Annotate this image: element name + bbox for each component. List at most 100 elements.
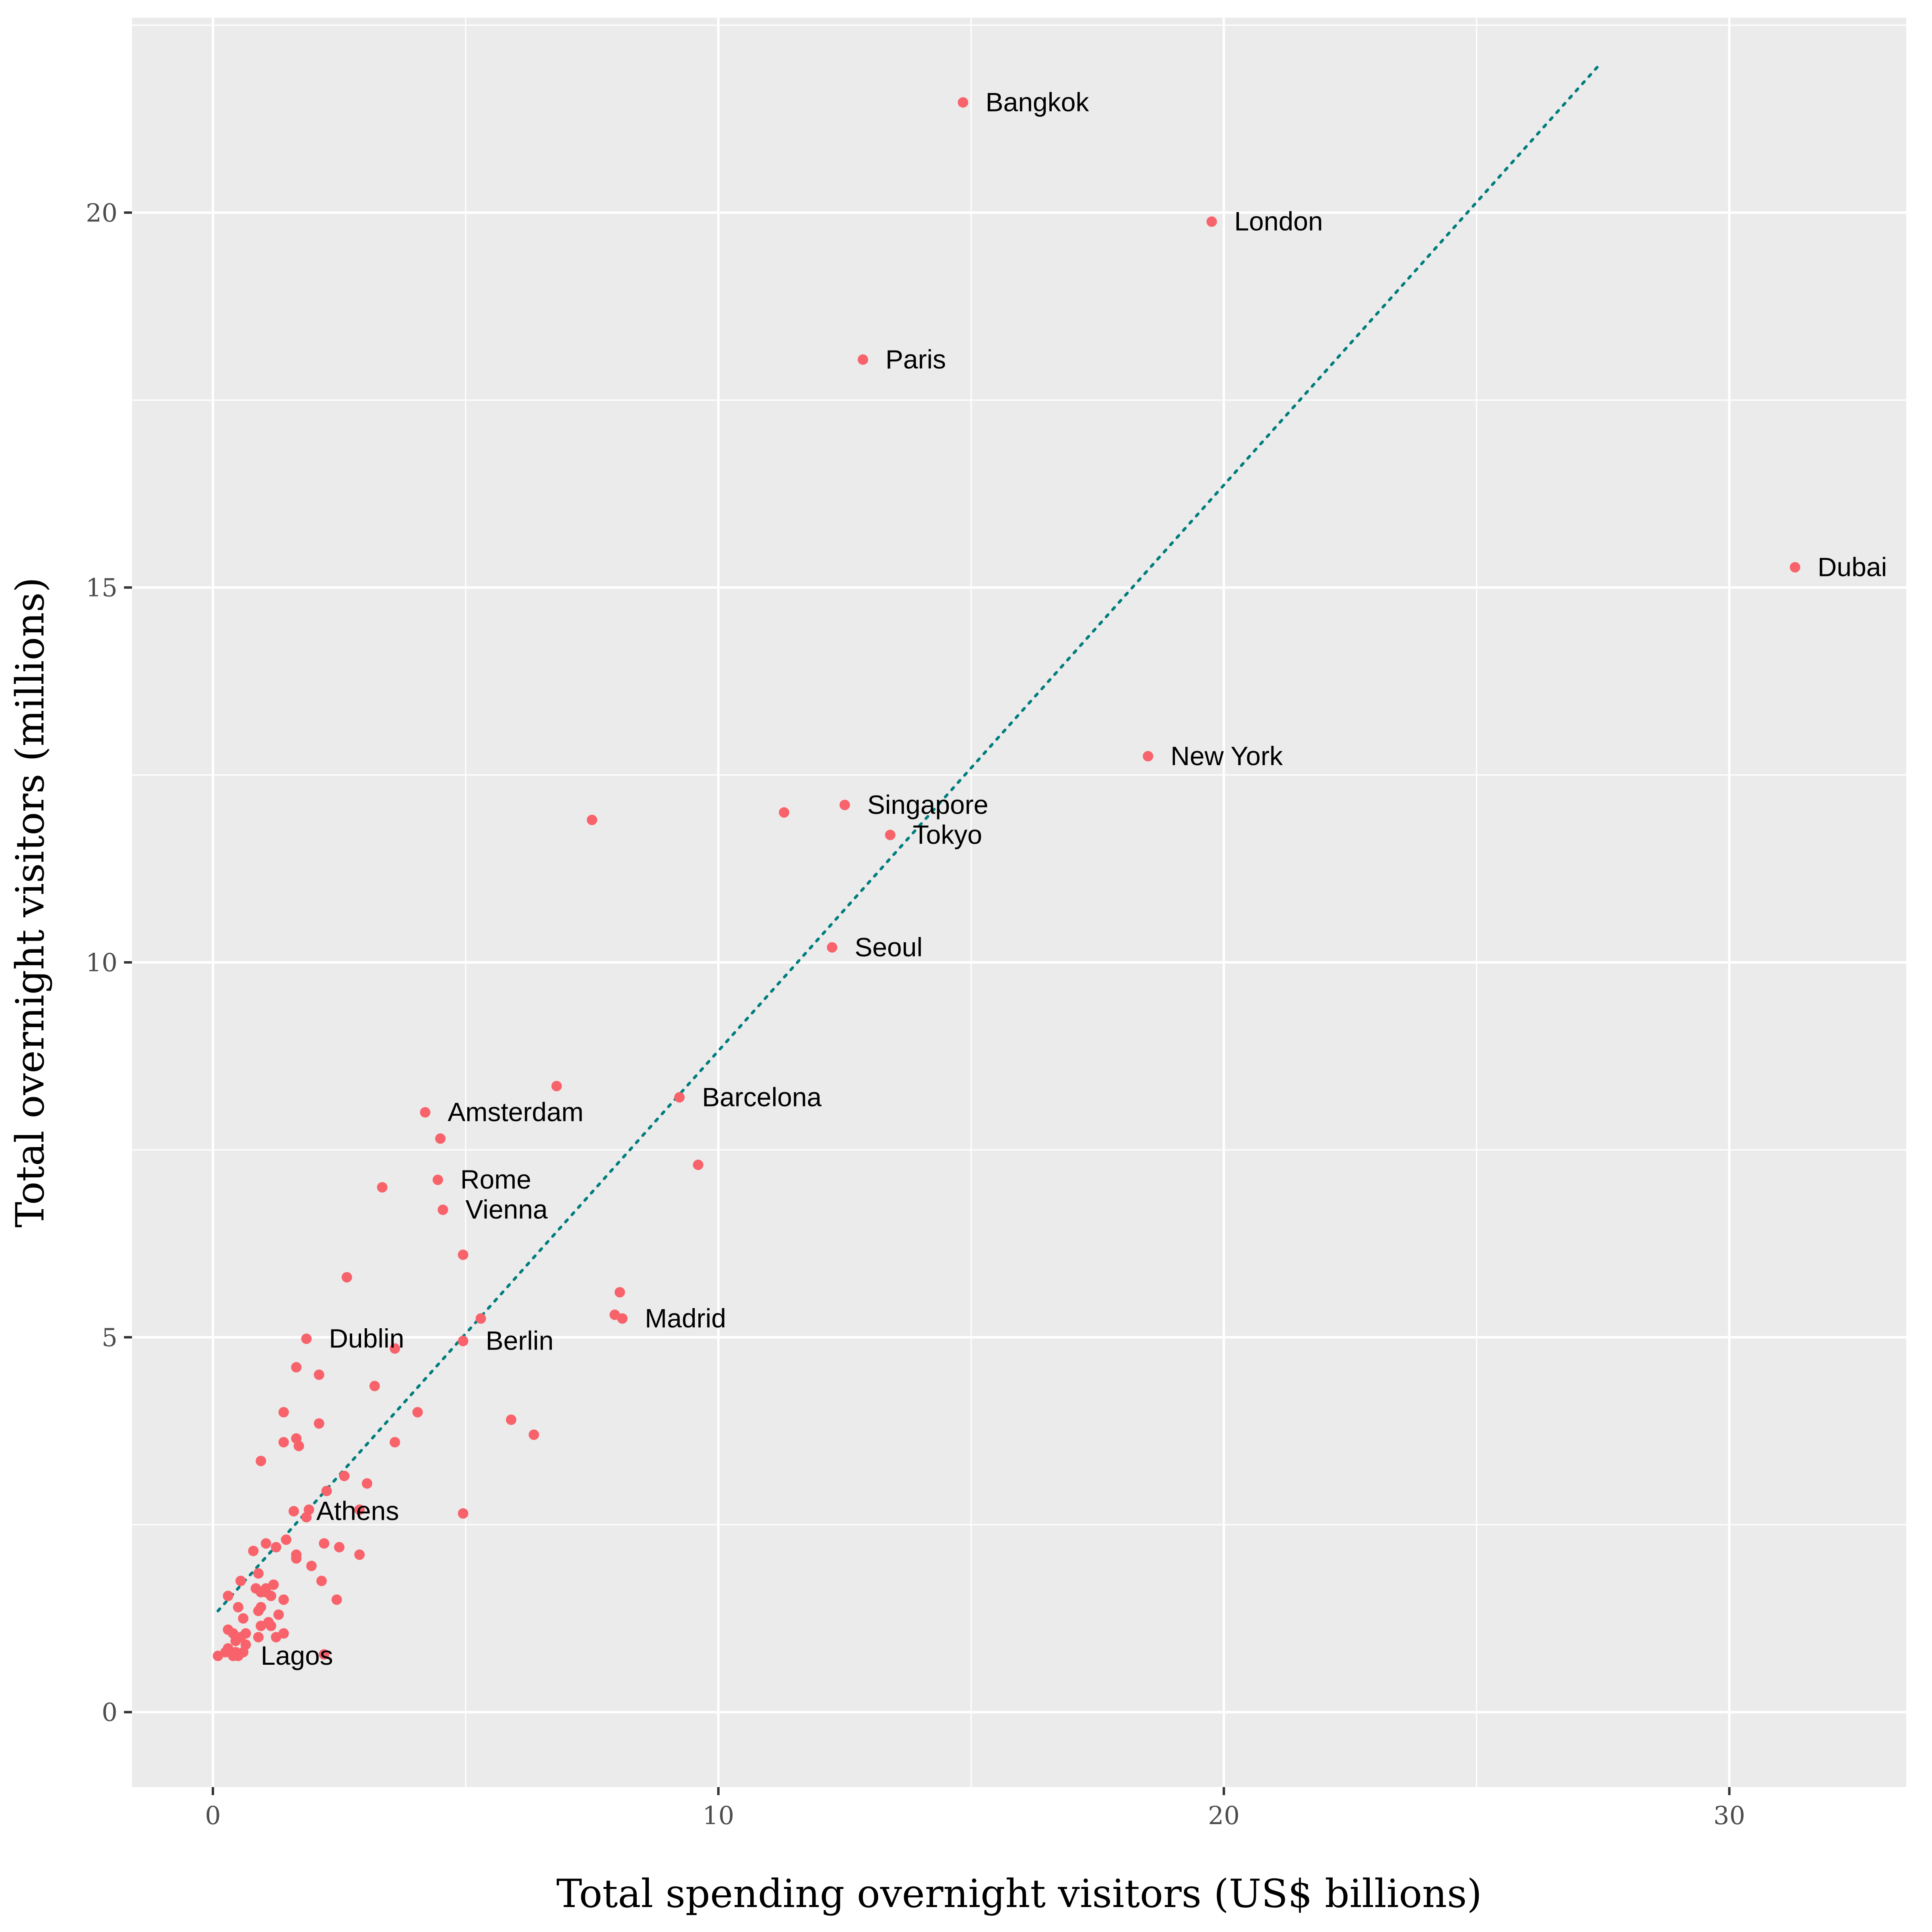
y-tick-label: 20 (86, 198, 118, 227)
data-point (693, 1159, 704, 1170)
data-point (506, 1414, 516, 1425)
data-point (235, 1575, 246, 1586)
data-point (238, 1613, 249, 1624)
data-point (779, 807, 790, 818)
data-point (885, 830, 896, 840)
point-label: London (1234, 206, 1323, 236)
data-point (412, 1407, 423, 1418)
data-point (390, 1437, 400, 1448)
data-point (458, 1249, 469, 1260)
point-label: Dublin (329, 1323, 404, 1353)
x-axis-title: Total spending overnight visitors (US$ b… (556, 1871, 1482, 1916)
data-point (278, 1594, 289, 1605)
point-label: Lagos (261, 1641, 333, 1670)
data-point (319, 1538, 330, 1549)
axis-ticks: 0 10 20 30 0 5 10 15 20 (86, 198, 1745, 1830)
data-point (291, 1362, 302, 1373)
trend-line (216, 65, 1600, 1612)
data-point (319, 1649, 330, 1660)
data-point (213, 1651, 223, 1662)
x-tick-label: 0 (205, 1801, 221, 1830)
data-point (270, 1632, 281, 1643)
data-point (256, 1455, 266, 1466)
data-point (253, 1568, 264, 1579)
y-tick-label: 10 (86, 948, 118, 977)
data-point (390, 1343, 400, 1354)
data-point (354, 1504, 365, 1515)
data-point (341, 1272, 352, 1283)
data-point (432, 1174, 443, 1185)
data-point (233, 1651, 244, 1662)
data-point (278, 1407, 289, 1418)
data-point (278, 1437, 289, 1448)
data-point (253, 1606, 264, 1616)
data-point (458, 1335, 469, 1346)
data-point (260, 1538, 271, 1549)
point-label: Paris (886, 344, 946, 374)
plot-panel (132, 18, 1906, 1787)
data-point (253, 1632, 264, 1643)
data-point (233, 1602, 244, 1612)
data-point (361, 1478, 372, 1489)
data-point (1790, 562, 1800, 573)
point-label: Berlin (486, 1326, 554, 1356)
data-point (475, 1313, 486, 1324)
point-label: Tokyo (913, 819, 982, 849)
data-point (435, 1133, 446, 1144)
data-point (551, 1081, 562, 1092)
data-point (674, 1092, 685, 1103)
data-point (270, 1542, 281, 1552)
data-point (314, 1369, 324, 1380)
data-point (266, 1591, 277, 1602)
y-axis-title: Total overnight visitors (millions) (8, 577, 53, 1228)
data-point (293, 1441, 304, 1451)
data-point (314, 1418, 324, 1429)
data-point (288, 1506, 299, 1517)
data-point (958, 97, 968, 108)
x-tick-label: 10 (702, 1801, 734, 1830)
data-point (301, 1333, 312, 1344)
data-point (1206, 216, 1217, 227)
data-point (273, 1609, 284, 1620)
data-point (230, 1635, 241, 1646)
point-label: Amsterdam (448, 1097, 583, 1127)
point-labels: Bangkok London Paris Dubai New York Singapore… (261, 87, 1887, 1670)
point-label: Athens (316, 1496, 399, 1526)
data-point (1143, 751, 1154, 762)
data-point (617, 1313, 628, 1324)
data-point (266, 1620, 277, 1631)
point-label: Rome (460, 1164, 531, 1194)
data-point (458, 1508, 469, 1519)
point-label: New York (1170, 741, 1283, 771)
data-point (354, 1549, 365, 1560)
trend-line-group (216, 65, 1600, 1612)
data-point (306, 1560, 317, 1571)
point-label: Barcelona (702, 1082, 822, 1112)
data-point (316, 1575, 327, 1586)
data-point (369, 1381, 380, 1391)
data-point (339, 1470, 350, 1481)
grid-lines (132, 18, 1906, 1787)
data-point (256, 1620, 266, 1631)
data-point (223, 1591, 233, 1602)
point-label: Bangkok (986, 87, 1090, 117)
data-point (334, 1542, 345, 1552)
data-point (331, 1594, 342, 1605)
point-label: Vienna (465, 1195, 548, 1224)
x-tick-label: 30 (1713, 1801, 1745, 1830)
data-point (827, 942, 838, 953)
y-tick-label: 5 (102, 1323, 118, 1352)
data-point (301, 1512, 312, 1523)
y-tick-label: 0 (102, 1698, 118, 1727)
data-point (281, 1534, 292, 1545)
data-point (614, 1287, 625, 1298)
point-label: Singapore (867, 790, 989, 819)
data-point (857, 354, 868, 365)
data-point (586, 815, 597, 826)
data-point (248, 1546, 259, 1556)
x-tick-label: 20 (1208, 1801, 1240, 1830)
data-point (839, 799, 850, 810)
y-tick-label: 15 (86, 573, 118, 603)
data-point (321, 1486, 332, 1496)
